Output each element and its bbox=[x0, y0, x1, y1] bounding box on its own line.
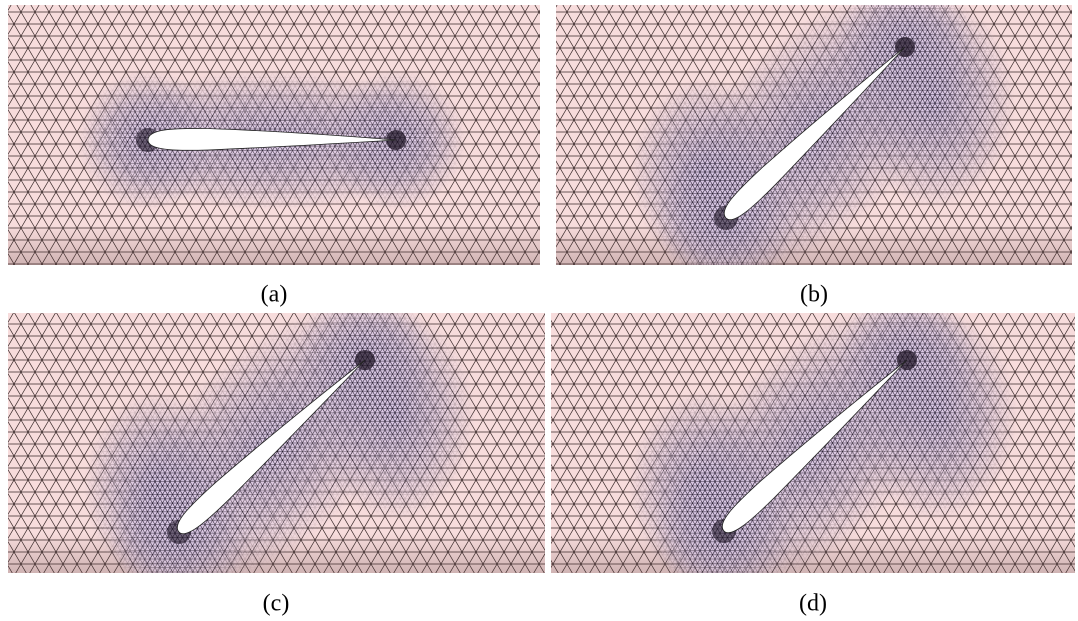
mesh-panel bbox=[551, 313, 1075, 573]
caption: (b) bbox=[800, 282, 828, 308]
airfoil bbox=[723, 46, 906, 220]
caption: (c) bbox=[263, 591, 290, 617]
mesh-panel bbox=[556, 5, 1072, 265]
airfoil bbox=[147, 128, 397, 151]
mesh-panel bbox=[8, 5, 540, 265]
mesh-panel bbox=[8, 313, 545, 573]
airfoil bbox=[722, 359, 908, 533]
panels bbox=[8, 5, 1075, 573]
airfoil bbox=[177, 359, 366, 534]
caption: (a) bbox=[261, 282, 288, 308]
caption: (d) bbox=[799, 591, 827, 617]
